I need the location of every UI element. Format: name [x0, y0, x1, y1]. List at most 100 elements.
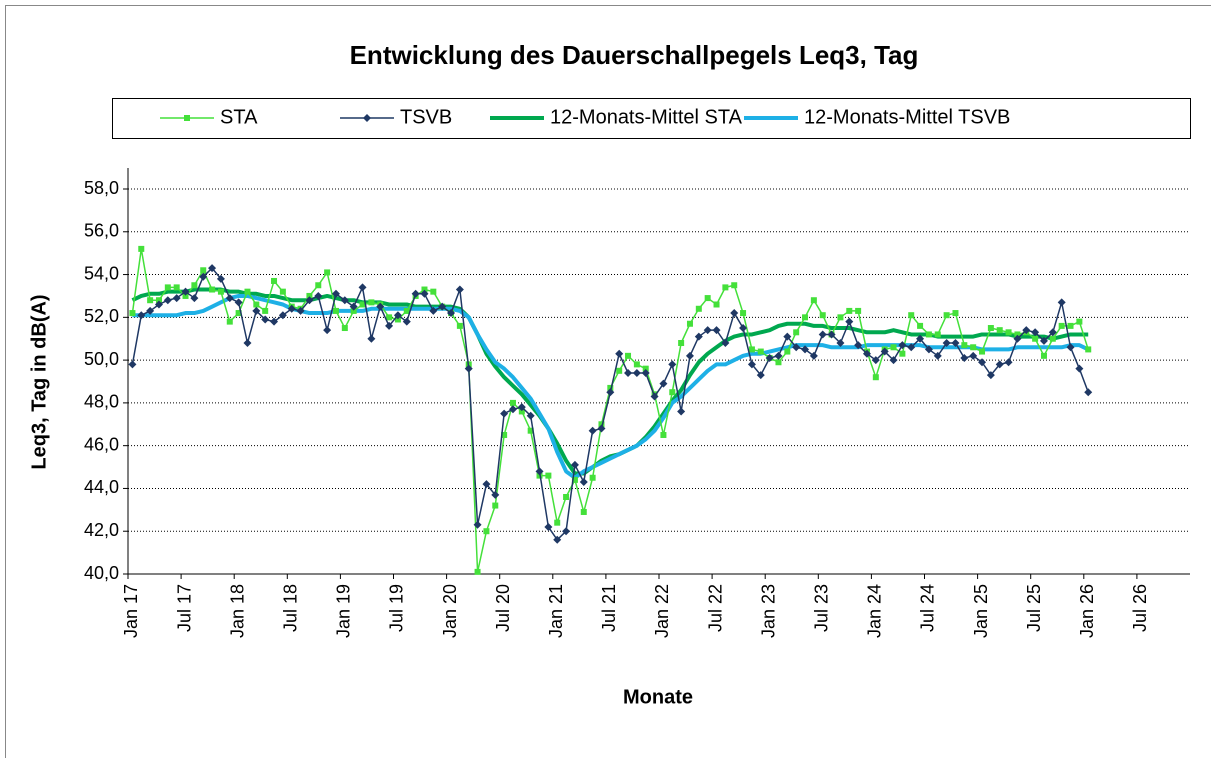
data-point	[492, 502, 499, 509]
data-point	[846, 307, 853, 314]
x-axis-title: Monate	[623, 686, 693, 708]
data-point	[668, 360, 677, 369]
data-point	[731, 282, 738, 289]
data-point	[562, 527, 571, 536]
data-point	[244, 288, 251, 295]
x-tick-label: Jul 24	[918, 584, 938, 632]
data-point	[756, 371, 765, 380]
data-point	[340, 296, 349, 305]
data-point	[500, 409, 509, 418]
x-tick-label: Jul 25	[1024, 584, 1044, 632]
data-point	[632, 368, 641, 377]
data-point	[924, 345, 933, 354]
data-point	[200, 267, 207, 274]
data-point	[890, 344, 897, 351]
data-point	[659, 379, 668, 388]
data-point	[306, 292, 313, 299]
data-point	[748, 346, 755, 353]
data-point	[588, 426, 597, 435]
y-tick-label: 58,0	[84, 178, 119, 198]
data-point	[792, 343, 801, 352]
data-point	[889, 356, 898, 365]
legend-marker	[363, 114, 371, 122]
data-point	[703, 326, 712, 335]
data-point	[181, 287, 190, 296]
data-point	[216, 274, 225, 283]
data-point	[641, 368, 650, 377]
data-point	[483, 528, 490, 535]
data-point	[757, 348, 764, 355]
data-point	[554, 519, 561, 526]
chart-title: Entwicklung des Dauerschallpegels Leq3, …	[350, 40, 919, 70]
data-point	[827, 330, 836, 339]
data-point	[154, 300, 163, 309]
data-point	[1075, 364, 1084, 373]
data-point	[650, 392, 659, 401]
data-point	[801, 345, 810, 354]
data-point	[563, 494, 570, 500]
x-tick-label: Jan 18	[227, 584, 247, 638]
data-point	[474, 568, 481, 575]
x-tick-label: Jul 21	[599, 584, 619, 632]
data-point	[235, 310, 242, 317]
data-point	[464, 364, 473, 373]
data-point	[509, 399, 516, 406]
data-point	[278, 311, 287, 320]
data-point	[243, 339, 252, 347]
data-point	[508, 405, 517, 414]
data-point	[1049, 335, 1056, 342]
x-tick-label: Jan 20	[440, 584, 460, 638]
data-point	[173, 284, 180, 291]
data-point	[712, 326, 721, 335]
x-tick-label: Jan 22	[652, 584, 672, 638]
data-point	[818, 330, 827, 339]
data-point	[615, 349, 624, 358]
data-point	[925, 331, 932, 338]
data-point	[899, 350, 906, 357]
data-point	[385, 321, 394, 330]
data-point	[606, 388, 615, 397]
data-point	[854, 341, 863, 350]
y-tick-label: 42,0	[84, 520, 119, 540]
data-point	[253, 301, 260, 308]
data-point	[403, 307, 410, 314]
data-point	[349, 302, 358, 311]
data-point	[1004, 358, 1013, 367]
data-point	[1022, 326, 1031, 335]
data-point	[225, 294, 234, 303]
data-point	[570, 460, 579, 469]
x-tick-label: Jan 17	[121, 584, 141, 638]
data-point	[447, 309, 456, 318]
y-tick-label: 54,0	[84, 263, 119, 283]
data-point	[226, 318, 233, 325]
data-point	[721, 339, 730, 347]
data-point	[163, 296, 172, 305]
data-point	[314, 291, 323, 300]
data-point	[713, 301, 720, 308]
data-point	[961, 342, 968, 349]
data-point	[438, 302, 447, 311]
data-point	[836, 339, 845, 347]
data-point	[393, 311, 402, 320]
y-tick-label: 56,0	[84, 221, 119, 241]
data-point	[845, 317, 854, 326]
data-point	[774, 351, 783, 360]
data-point	[810, 297, 817, 304]
y-tick-label: 46,0	[84, 434, 119, 454]
x-tick-label: Jan 21	[546, 584, 566, 638]
data-point	[430, 288, 437, 295]
data-point	[456, 322, 463, 329]
data-point	[740, 310, 747, 317]
data-point	[535, 467, 544, 476]
data-point	[933, 351, 942, 360]
data-point	[669, 389, 676, 396]
data-point	[527, 427, 534, 434]
x-tick-label: Jul 26	[1130, 584, 1150, 632]
data-point	[305, 296, 314, 305]
data-point	[730, 309, 739, 318]
data-point	[704, 295, 711, 302]
data-point	[908, 312, 915, 319]
data-point	[862, 349, 871, 358]
x-tick-label: Jan 25	[971, 584, 991, 638]
